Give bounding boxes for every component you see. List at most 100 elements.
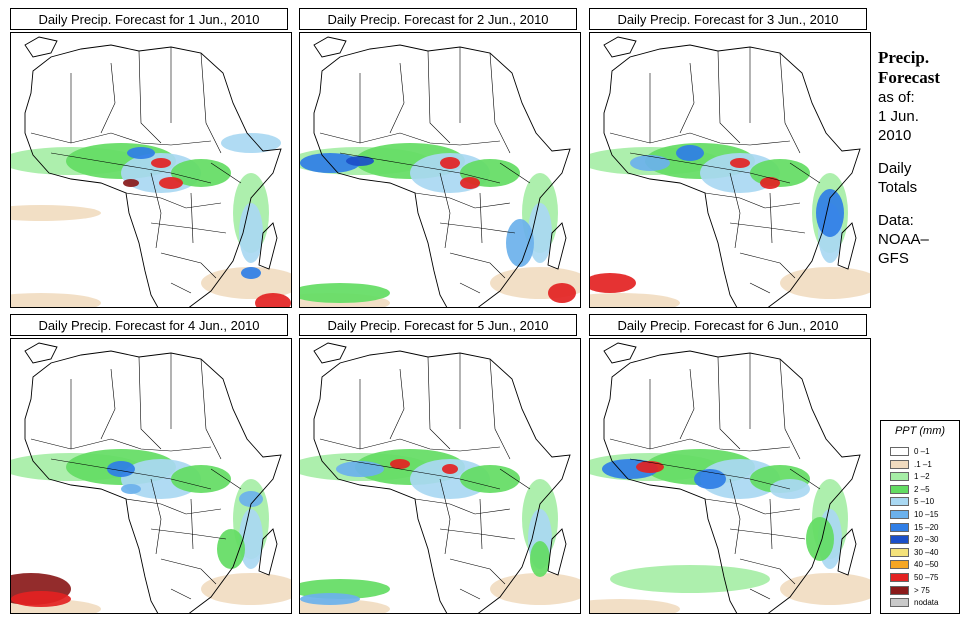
country-border <box>717 356 741 450</box>
ppt-legend: PPT (mm) 0 –1 .1 –1 1 –2 2 –5 5 –10 10 –15 15 … <box>880 420 960 614</box>
precip-area <box>11 293 101 307</box>
asof-date-line1: 1 Jun. <box>878 108 919 125</box>
country-border <box>789 468 821 490</box>
africa-coastline <box>313 350 571 613</box>
precip-area <box>11 205 101 221</box>
country-border <box>150 528 227 540</box>
precip-area <box>239 509 263 569</box>
country-border <box>200 52 222 154</box>
precip-area <box>636 461 664 473</box>
legend-item: 10 –15 <box>890 510 958 520</box>
country-border <box>717 50 741 144</box>
legend-swatch <box>890 447 909 456</box>
iberia-outline <box>24 36 58 58</box>
country-border <box>319 438 501 452</box>
precip-area <box>780 573 870 605</box>
data-source-line2: GFS <box>878 250 909 267</box>
africa-coastline <box>603 350 861 613</box>
country-border <box>789 162 821 184</box>
forecast-panel-3: Daily Precip. Forecast for 3 Jun., 2010 <box>589 8 871 308</box>
iberia-outline <box>313 342 347 364</box>
country-border <box>160 558 217 585</box>
country-border <box>200 358 222 460</box>
legend-item: > 75 <box>890 585 958 596</box>
country-border <box>210 162 242 184</box>
asof-date-line2: 2010 <box>878 127 912 144</box>
precip-area <box>336 461 384 477</box>
forecast-panel-5: Daily Precip. Forecast for 5 Jun., 2010 <box>299 314 581 614</box>
legend-item: 40 –50 <box>890 560 958 570</box>
panel-title: Daily Precip. Forecast for 5 Jun., 2010 <box>299 314 577 336</box>
precip-area <box>151 158 171 168</box>
country-border <box>170 282 192 294</box>
precip-area <box>750 159 810 187</box>
madagascar-outline <box>258 222 278 270</box>
legend-swatch <box>890 547 909 557</box>
panel-title: Daily Precip. Forecast for 2 Jun., 2010 <box>299 8 577 30</box>
country-border <box>125 192 222 209</box>
precip-area <box>300 153 360 173</box>
data-label: Data: <box>878 212 914 229</box>
legend-item: 15 –20 <box>890 522 958 533</box>
precip-area <box>610 565 770 593</box>
precip-area <box>171 465 231 493</box>
precip-area <box>241 267 261 279</box>
iberia-outline <box>603 342 637 364</box>
precip-map <box>299 338 581 614</box>
precip-map <box>10 32 292 308</box>
precip-area <box>460 465 520 493</box>
country-border <box>719 167 791 184</box>
precip-area <box>221 133 281 153</box>
country-border <box>609 132 791 146</box>
legend-label: > 75 <box>914 585 930 595</box>
country-border <box>150 172 162 249</box>
precip-area <box>490 573 580 605</box>
precip-map <box>299 32 581 308</box>
precip-area <box>548 283 576 303</box>
country-border <box>429 473 501 490</box>
africa-coastline <box>24 350 282 613</box>
legend-label: 15 –20 <box>914 522 939 532</box>
precip-map <box>10 338 292 614</box>
asof-label: as of: <box>878 89 915 106</box>
precip-area <box>460 177 480 189</box>
country-border <box>439 222 516 234</box>
precip-map <box>589 32 871 308</box>
country-border <box>150 222 227 234</box>
legend-label: 5 –10 <box>914 497 935 507</box>
legend-swatch <box>890 535 909 545</box>
panel-title: Daily Precip. Forecast for 3 Jun., 2010 <box>589 8 867 30</box>
country-border <box>100 62 116 134</box>
country-border <box>414 498 511 515</box>
precip-area <box>442 464 458 474</box>
legend-label: nodata <box>914 598 939 608</box>
legend-item: 2 –5 <box>890 484 958 495</box>
precip-area <box>590 599 680 613</box>
country-border <box>729 222 806 234</box>
country-border <box>719 473 791 490</box>
legend-item: 30 –40 <box>890 547 958 558</box>
forecast-panel-4: Daily Precip. Forecast for 4 Jun., 2010 <box>10 314 292 614</box>
country-border <box>729 478 741 555</box>
legend-item: 0 –1 <box>890 447 958 457</box>
country-border <box>100 368 116 440</box>
africa-coastline <box>603 44 861 307</box>
precip-area <box>300 593 360 605</box>
country-border <box>479 498 483 550</box>
country-border <box>339 152 431 169</box>
legend-item: 20 –30 <box>890 535 958 545</box>
madagascar-outline <box>837 528 857 576</box>
iberia-outline <box>313 36 347 58</box>
country-border <box>339 458 431 475</box>
legend-item: .1 –1 <box>890 459 958 470</box>
legend-swatch <box>890 472 909 482</box>
country-border <box>704 498 801 515</box>
country-border <box>319 132 501 146</box>
precip-area <box>528 203 552 263</box>
precip-area <box>440 157 460 169</box>
legend-swatch <box>890 585 909 595</box>
precip-area <box>201 573 291 605</box>
country-border <box>50 152 142 169</box>
country-border <box>170 588 192 600</box>
sidebar-info: Precip. Forecast as of: 1 Jun. 2010 Dail… <box>878 48 964 268</box>
